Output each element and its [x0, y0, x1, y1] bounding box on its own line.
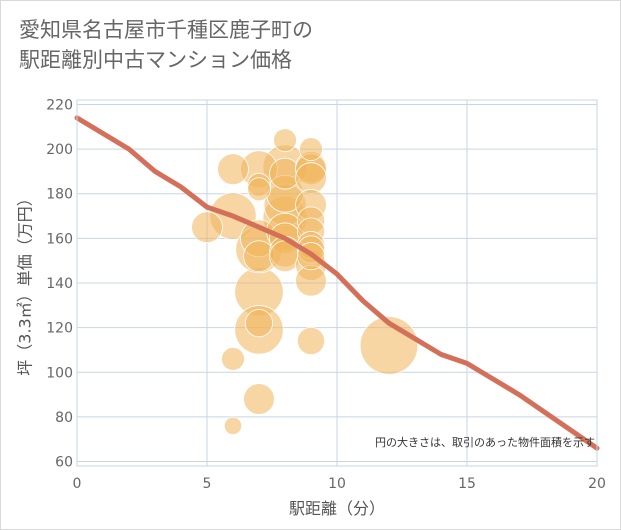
bubble-point	[273, 128, 297, 153]
x-tick-label: 15	[458, 476, 476, 492]
x-axis-title: 駅距離（分）	[289, 499, 385, 518]
trend-line	[74, 115, 600, 451]
bubble-point	[299, 137, 323, 161]
plot-border	[76, 99, 598, 467]
bubble-point	[221, 346, 245, 371]
trend-line-series	[74, 115, 600, 451]
bubble-point	[296, 326, 326, 356]
y-tick-label: 180	[46, 187, 73, 203]
x-tick-label: 0	[73, 476, 82, 492]
y-tick-label: 160	[46, 231, 73, 247]
chart-title: 愛知県名古屋市千種区鹿子町の 駅距離別中古マンション価格	[19, 15, 599, 75]
y-tick-label: 220	[46, 97, 73, 113]
y-tick-label: 120	[46, 321, 73, 337]
chart-title-line-2: 駅距離別中古マンション価格	[19, 48, 292, 72]
chart-annotation: 円の大きさは、取引のあった物件面積を示す	[375, 435, 595, 449]
bubble-series	[191, 128, 419, 435]
bubble-point	[217, 153, 249, 186]
bubble-point	[244, 309, 274, 338]
x-tick-label: 20	[588, 476, 606, 492]
x-tick-label: 10	[328, 476, 346, 492]
x-tick-label: 5	[203, 476, 212, 492]
y-tick-label: 100	[46, 365, 73, 381]
y-tick-label: 80	[55, 410, 73, 426]
y-tick-label: 200	[46, 142, 73, 158]
x-axis-ticks: 0 5 10 15 20	[73, 476, 606, 492]
y-axis-title: 坪（3.3㎡）単価（万円）	[16, 190, 35, 375]
y-tick-label: 60	[55, 455, 73, 471]
chart-title-line-1: 愛知県名古屋市千種区鹿子町の	[19, 18, 313, 42]
bubble-point	[295, 162, 327, 194]
bubble-point	[243, 383, 275, 415]
bubble-point	[247, 177, 271, 202]
y-axis-ticks: 60 80 100 120 140 160 180 200 220	[46, 97, 73, 470]
bubble-point	[223, 416, 243, 435]
bubble-point	[191, 211, 223, 244]
y-tick-label: 140	[46, 276, 73, 292]
